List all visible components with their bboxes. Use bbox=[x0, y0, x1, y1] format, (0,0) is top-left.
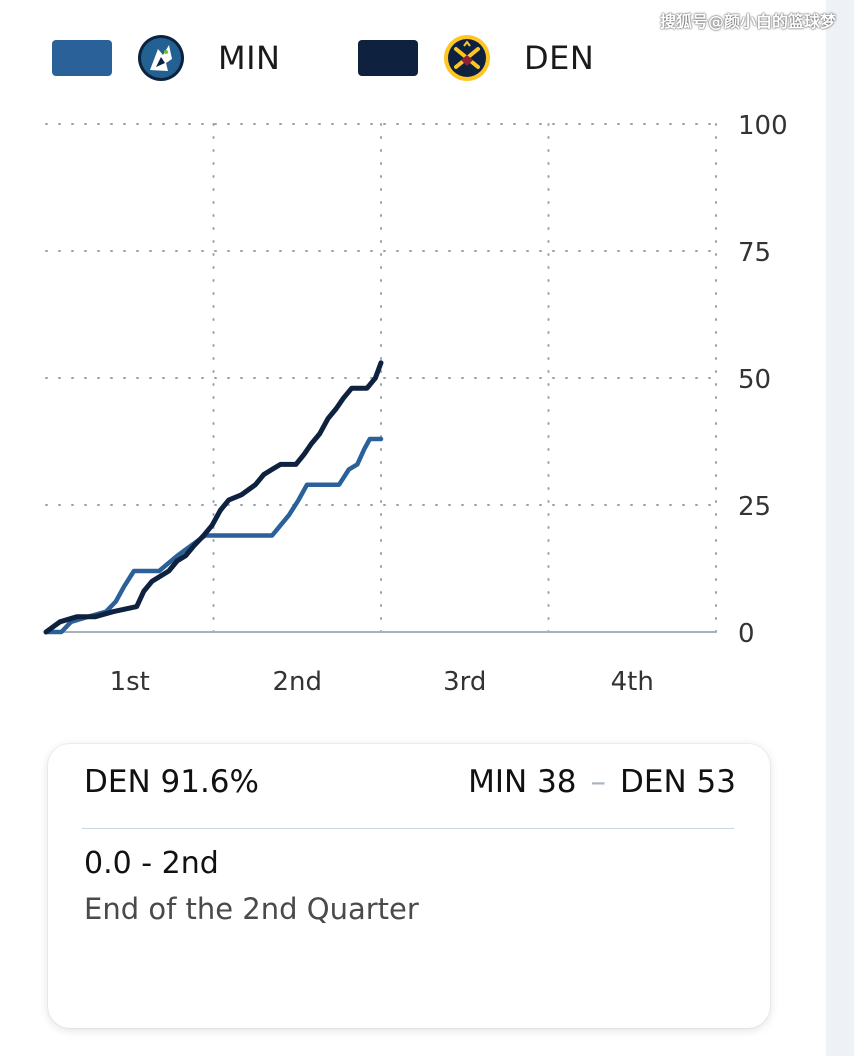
x-tick-label-3rd: 3rd bbox=[443, 667, 486, 697]
x-tick-label-2nd: 2nd bbox=[272, 667, 322, 697]
game-event-description: End of the 2nd Quarter bbox=[84, 892, 419, 926]
x-tick-label-4th: 4th bbox=[611, 667, 654, 697]
watermark: 搜狐号@颜小白的篮球梦 bbox=[659, 12, 836, 31]
win-probability-label: DEN 91.6% bbox=[84, 764, 259, 800]
series-line-den bbox=[43, 360, 384, 635]
chart-axes: 0 25 50 75 100 1st 2nd 3rd 4th bbox=[46, 111, 788, 697]
y-tick-label-25: 25 bbox=[738, 492, 771, 522]
game-clock: 0.0 - 2nd bbox=[84, 846, 219, 881]
y-tick-label-0: 0 bbox=[738, 619, 755, 649]
x-tick-label-1st: 1st bbox=[110, 667, 150, 697]
score-home: DEN 53 bbox=[620, 764, 736, 800]
y-tick-label-75: 75 bbox=[738, 238, 771, 268]
legend-item-min[interactable]: MIN bbox=[52, 30, 280, 86]
score-away: MIN 38 bbox=[468, 764, 577, 800]
nuggets-logo-icon bbox=[444, 35, 490, 81]
side-strip bbox=[826, 0, 854, 1056]
legend-label-min: MIN bbox=[218, 39, 281, 77]
timberwolves-logo-icon bbox=[138, 35, 184, 81]
chart-series bbox=[43, 360, 384, 635]
legend-swatch-den bbox=[358, 40, 418, 76]
y-tick-label-100: 100 bbox=[738, 111, 788, 141]
score-separator: – bbox=[590, 764, 607, 800]
legend-item-den[interactable]: DEN bbox=[358, 30, 594, 86]
chart-legend: MIN DEN bbox=[0, 30, 820, 86]
chart-grid bbox=[45, 123, 717, 633]
series-line-min bbox=[43, 436, 384, 635]
legend-swatch-min bbox=[52, 40, 112, 76]
y-tick-label-50: 50 bbox=[738, 365, 771, 395]
game-status-card: DEN 91.6% MIN 38 – DEN 53 0.0 - 2nd End … bbox=[48, 744, 770, 1028]
win-probability-chart: 0 25 50 75 100 1st 2nd 3rd 4th bbox=[43, 111, 788, 697]
legend-label-den: DEN bbox=[524, 39, 595, 77]
card-divider bbox=[82, 828, 734, 829]
score-line: MIN 38 – DEN 53 bbox=[468, 764, 736, 800]
